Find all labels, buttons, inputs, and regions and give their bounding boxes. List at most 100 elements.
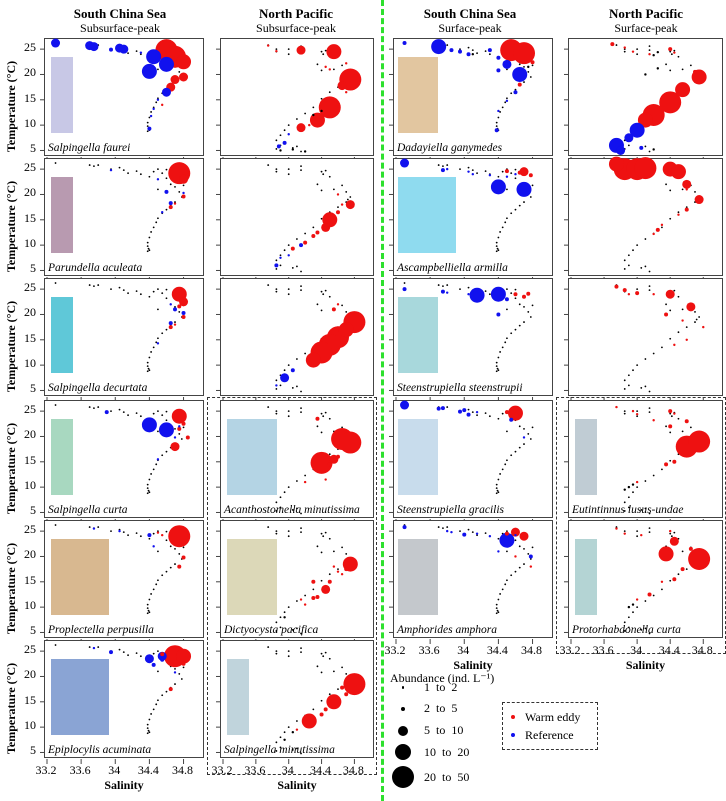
data-point-background: [495, 487, 498, 490]
data-point-background: [150, 351, 153, 353]
data-point-reference: [104, 410, 109, 415]
data-point-background: [694, 191, 696, 193]
data-point-warm-eddy: [634, 157, 657, 180]
data-point-warm-eddy: [507, 405, 523, 421]
data-point-background: [497, 236, 500, 239]
scatter-plot: [40, 282, 189, 402]
data-point-background: [283, 731, 286, 734]
data-point-background: [178, 673, 181, 675]
data-point-background: [174, 427, 176, 430]
data-point-background: [506, 530, 508, 533]
data-point-background: [652, 594, 655, 597]
data-point-background: [652, 148, 655, 151]
data-point-warm-eddy: [685, 338, 688, 341]
y-tick-label: 5: [30, 503, 36, 518]
data-point-warm-eddy: [688, 430, 711, 453]
data-point-background: [54, 644, 57, 646]
data-point-background: [648, 407, 651, 409]
data-point-background: [337, 688, 339, 691]
data-point-background: [291, 387, 294, 389]
data-point-background: [93, 285, 95, 287]
data-point-reference: [449, 48, 454, 53]
data-point-warm-eddy: [640, 533, 643, 537]
size-legend-item: 1 to 2: [392, 680, 457, 695]
data-point-background: [275, 288, 278, 291]
data-point-warm-eddy: [318, 96, 341, 119]
data-point-background: [122, 411, 125, 414]
data-point-warm-eddy: [303, 240, 308, 245]
species-name: Amphorides amphora: [397, 624, 497, 636]
data-point-background: [283, 249, 286, 252]
y-tick-label: 5: [30, 381, 36, 396]
data-point-background: [495, 370, 498, 373]
species-name: Steenstrupiella steenstrupii: [397, 382, 523, 394]
data-point-background: [320, 579, 323, 582]
data-point-background: [88, 164, 91, 166]
data-point-background: [146, 732, 149, 735]
data-point-background: [669, 217, 672, 220]
data-point-reference: [160, 657, 165, 662]
data-point-background: [152, 346, 155, 349]
data-point-warm-eddy: [160, 652, 165, 657]
data-point-background: [627, 144, 630, 147]
data-point-background: [157, 188, 159, 191]
data-point-reference: [168, 321, 173, 326]
y-tick-label: 10: [24, 356, 36, 371]
data-point-reference: [502, 59, 512, 69]
data-point-background: [644, 238, 647, 240]
data-point-warm-eddy: [338, 322, 354, 338]
data-point-background: [157, 670, 159, 673]
data-point-warm-eddy: [668, 47, 673, 52]
species-micrograph: [398, 297, 438, 373]
data-point-reference: [440, 289, 445, 294]
data-point-background: [283, 616, 286, 619]
data-point-reference: [118, 529, 121, 533]
data-point-background: [661, 468, 663, 471]
data-point-background: [279, 506, 282, 509]
y-tick-label: 15: [24, 210, 36, 225]
data-point-background: [506, 308, 508, 311]
data-point-background: [146, 483, 149, 486]
data-point-warm-eddy: [514, 555, 517, 558]
data-point-background: [148, 369, 151, 372]
data-point-background: [287, 364, 290, 367]
scatter-panel: [216, 278, 374, 402]
species-name: Dadayiella ganymedes: [397, 142, 503, 154]
data-point-background: [632, 491, 634, 494]
data-point-background: [484, 170, 487, 173]
data-point-background: [669, 579, 672, 582]
data-point-background: [324, 169, 327, 172]
data-point-background: [139, 293, 142, 296]
data-point-background: [110, 410, 112, 413]
data-point-background: [514, 177, 517, 180]
data-point-warm-eddy: [290, 246, 295, 251]
scatter-panel: [564, 38, 723, 162]
legend-label: Reference: [525, 727, 574, 742]
data-point-warm-eddy: [672, 577, 677, 582]
data-point-background: [320, 412, 323, 415]
data-point-background: [316, 545, 319, 548]
data-point-background: [437, 164, 440, 166]
y-tick-label: 10: [24, 236, 36, 251]
data-point-warm-eddy: [336, 570, 340, 573]
data-point-background: [146, 125, 149, 128]
data-point-warm-eddy: [323, 707, 328, 712]
data-point-background: [632, 611, 634, 614]
data-point-background: [648, 270, 651, 273]
data-point-background: [504, 341, 507, 344]
data-point-background: [148, 249, 151, 252]
data-point-background: [495, 607, 498, 610]
data-point-background: [471, 169, 474, 172]
data-point-background: [506, 430, 508, 433]
data-point-reference: [469, 287, 485, 303]
data-point-background: [442, 285, 444, 287]
data-point-background: [157, 699, 159, 702]
data-point-background: [518, 204, 521, 207]
data-point-warm-eddy: [622, 288, 627, 293]
data-point-background: [677, 331, 680, 334]
data-point-background: [506, 217, 508, 220]
data-point-background: [304, 594, 307, 597]
data-point-warm-eddy: [328, 68, 331, 71]
data-point-background: [147, 247, 150, 250]
scatter-panel: Steenstrupiella steenstrupii: [389, 278, 553, 402]
